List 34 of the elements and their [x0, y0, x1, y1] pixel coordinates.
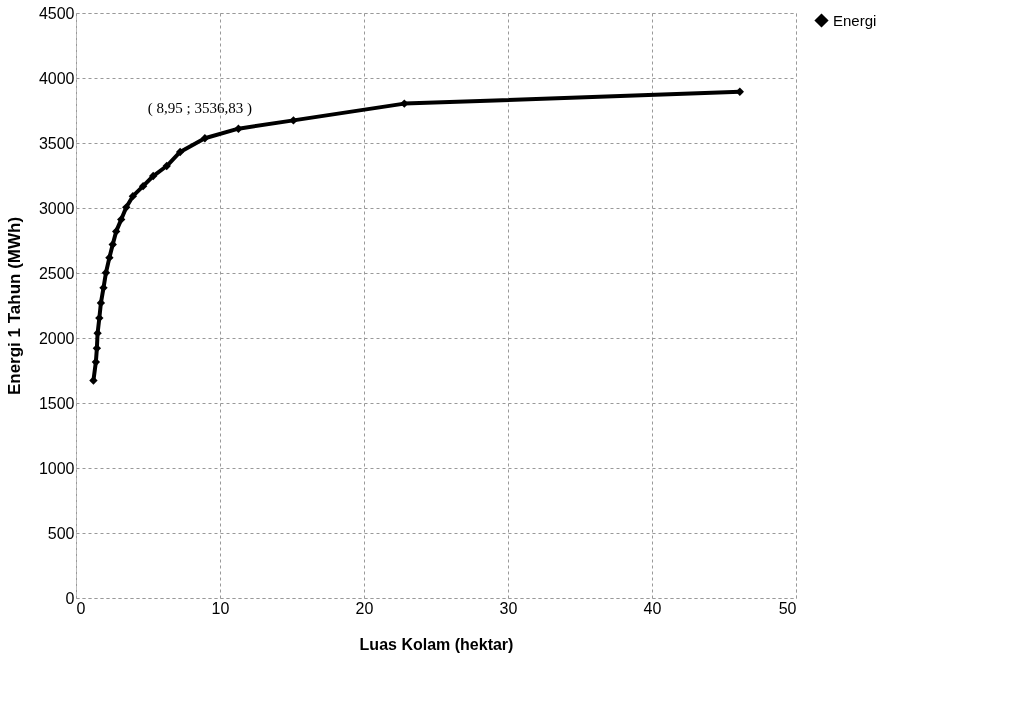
point [89, 376, 98, 385]
point [108, 240, 117, 249]
y-tick-label: 4500 [38, 4, 75, 22]
y-tick-label: 1000 [38, 459, 75, 477]
x-tick-label: 0 [76, 599, 86, 617]
y-tick-label: 4000 [38, 69, 75, 87]
point [128, 191, 138, 201]
y-axis-title: Energi 1 Tahun (MWh) [4, 216, 24, 396]
point [234, 124, 243, 133]
point [105, 253, 114, 262]
point [162, 161, 171, 171]
x-tick-label: 40 [643, 599, 662, 617]
point [289, 116, 298, 125]
x-tick-label: 10 [211, 599, 230, 617]
x-axis-title: Luas Kolam (hektar) [359, 635, 514, 653]
point [101, 268, 111, 277]
y-tick-label: 500 [47, 524, 75, 542]
point [200, 134, 210, 143]
point [138, 181, 148, 191]
x-tick-label: 50 [778, 599, 797, 617]
x-tick-label: 30 [499, 599, 518, 617]
y-tick-label: 2500 [38, 264, 75, 282]
x-tick-label: 20 [355, 599, 374, 617]
legend-label: Energi [833, 11, 877, 29]
point [149, 171, 158, 181]
y-tick-label: 2000 [38, 329, 75, 347]
point [111, 227, 121, 236]
point [117, 215, 126, 224]
point [122, 203, 131, 212]
y-tick-label: 3500 [38, 134, 75, 152]
annotation: ( 8,95 ; 3536,83 ) [147, 100, 252, 118]
y-tick-label: 3000 [38, 199, 75, 217]
point [175, 147, 185, 157]
y-tick-label: 1500 [38, 394, 75, 412]
